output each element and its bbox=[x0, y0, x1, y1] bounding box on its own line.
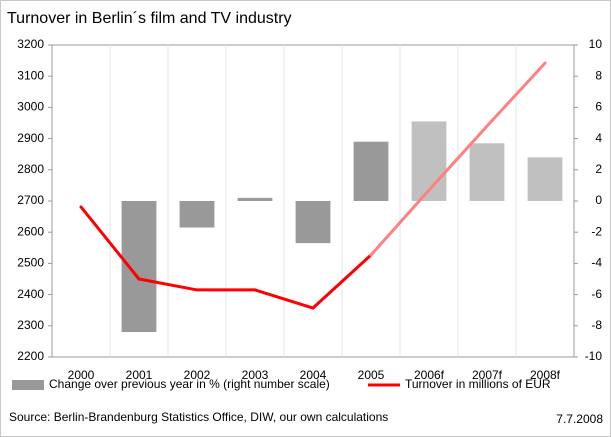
y2-tick-label: 8 bbox=[595, 68, 602, 82]
x-tick-label: 2008f bbox=[530, 368, 561, 382]
legend-label: Turnover in millions of EUR bbox=[405, 377, 551, 391]
y-tick-label: 2500 bbox=[17, 256, 44, 270]
y-tick-label: 2300 bbox=[17, 318, 44, 332]
y2-tick-label: 4 bbox=[595, 131, 602, 145]
line-segment bbox=[485, 61, 547, 128]
y-tick-label: 2700 bbox=[17, 193, 44, 207]
bar bbox=[121, 201, 157, 333]
line-segment bbox=[369, 188, 431, 257]
y2-tick-label: -8 bbox=[591, 318, 602, 332]
x-tick-label: 2002 bbox=[184, 368, 211, 382]
x-tick-label: 2005 bbox=[358, 368, 385, 382]
legend-swatch bbox=[12, 380, 44, 390]
bar bbox=[179, 201, 215, 228]
line-segment bbox=[311, 253, 373, 310]
y2-tick-label: -6 bbox=[591, 287, 602, 301]
y-tick-label: 2900 bbox=[17, 131, 44, 145]
bar bbox=[411, 121, 447, 201]
y-tick-label: 2400 bbox=[17, 287, 44, 301]
x-tick-label: 2003 bbox=[242, 368, 269, 382]
source: Source: Berlin-Brandenburg Statistics Of… bbox=[9, 410, 388, 424]
bar bbox=[353, 141, 389, 201]
chart-title: Turnover in Berlin´s film and TV industr… bbox=[7, 10, 292, 27]
y-tick-label: 3200 bbox=[17, 37, 44, 51]
bar bbox=[469, 143, 505, 201]
line-segment bbox=[79, 205, 141, 281]
y2-tick-label: -2 bbox=[591, 224, 602, 238]
line-segment bbox=[137, 277, 199, 292]
y2-tick-label: 10 bbox=[589, 37, 603, 51]
y-tick-label: 2200 bbox=[17, 349, 44, 363]
line-segment bbox=[253, 288, 315, 310]
bar bbox=[295, 201, 331, 244]
legend-label: Change over previous year in % (right nu… bbox=[49, 377, 330, 391]
x-tick-label: 2001 bbox=[126, 368, 153, 382]
x-tick-label: 2006f bbox=[414, 368, 445, 382]
y-tick-label: 2800 bbox=[17, 162, 44, 176]
y-tick-label: 3000 bbox=[17, 100, 44, 114]
y2-tick-label: -10 bbox=[585, 349, 603, 363]
y2-tick-label: -4 bbox=[591, 256, 602, 270]
bar bbox=[527, 157, 563, 201]
x-tick-label: 2007f bbox=[472, 368, 503, 382]
x-tick-label: 2004 bbox=[300, 368, 327, 382]
y2-tick-label: 0 bbox=[595, 193, 602, 207]
bar bbox=[237, 197, 273, 201]
y2-tick-label: 2 bbox=[595, 162, 602, 176]
date: 7.7.2008 bbox=[556, 412, 603, 426]
x-tick-label: 2000 bbox=[68, 368, 95, 382]
y-tick-label: 3100 bbox=[17, 68, 44, 82]
y2-tick-label: 6 bbox=[595, 100, 602, 114]
y-tick-label: 2600 bbox=[17, 224, 44, 238]
line-segment bbox=[427, 124, 489, 192]
